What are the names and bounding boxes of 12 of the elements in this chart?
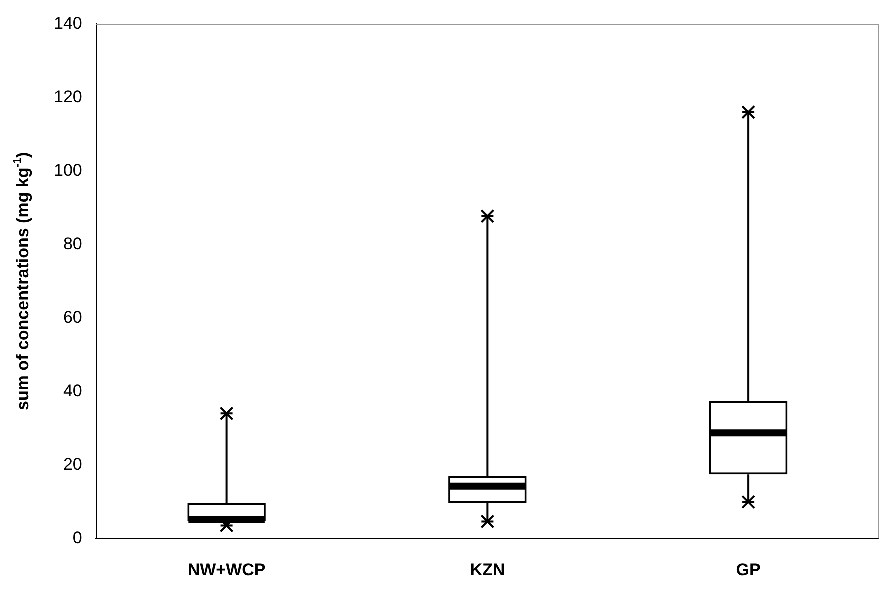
x-tick-label: KZN [470, 560, 506, 580]
y-tick-label: 40 [63, 381, 82, 400]
x-tick-label: GP [736, 560, 761, 580]
y-tick-label: 140 [54, 14, 82, 33]
y-tick-label: 0 [72, 528, 82, 548]
y-tick-label: 20 [63, 454, 82, 474]
y-tick-label: 80 [63, 234, 82, 254]
y-tick-label: 120 [54, 87, 82, 106]
x-tick-label: NW+WCP [188, 560, 266, 580]
y-axis-title: sum of concentrations (mg kg-1) [12, 152, 33, 410]
y-tick-label: 100 [54, 160, 82, 180]
y-tick-label: 60 [63, 308, 82, 327]
